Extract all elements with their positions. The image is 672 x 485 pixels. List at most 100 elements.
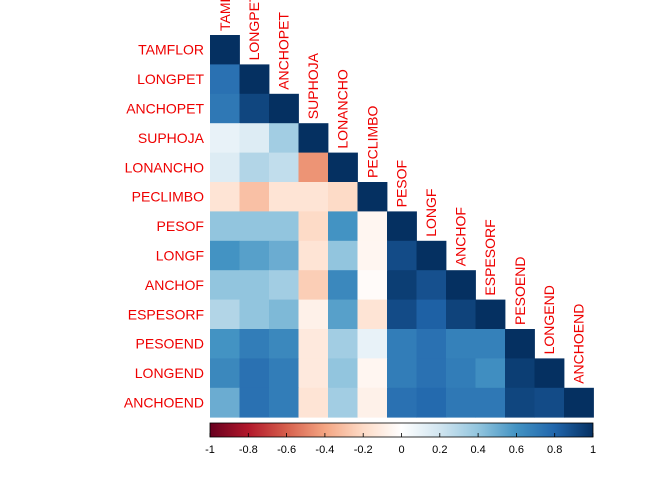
cell-longend-longpet [239,358,270,389]
row-label-pesoend: PESOEND [136,336,204,352]
column-label-espesorf: ESPESORF [482,219,498,295]
cell-suphoja-suphoja [298,123,329,153]
row-label-anchopet: ANCHOPET [126,101,204,117]
cell-peclimbo-suphoja [298,182,329,212]
cell-pesof-anchopet [269,211,299,242]
cell-anchoend-suphoja [298,387,329,418]
row-label-anchoend: ANCHOEND [124,395,204,411]
cell-longpet-tamflor [210,64,240,95]
cell-pesof-suphoja [298,211,329,242]
column-label-anchoend: ANCHOEND [571,304,587,384]
cell-anchoend-lonancho [328,387,358,418]
column-label-longpet: LONGPET [246,0,262,60]
cell-pesoend-pesoend [505,329,535,359]
cell-lonancho-anchopet [269,152,299,183]
cell-pesof-longpet [239,211,270,242]
row-label-pesof: PESOF [157,218,204,234]
cell-lonancho-tamflor [210,152,240,183]
cell-peclimbo-anchopet [269,182,299,212]
cell-pesof-pesof [387,211,417,242]
cell-espesorf-suphoja [298,299,329,330]
cell-longf-longpet [239,240,270,271]
cell-pesoend-suphoja [298,329,329,359]
cell-espesorf-peclimbo [357,299,388,330]
cell-anchoend-peclimbo [357,387,388,418]
cell-anchoend-pesof [387,387,417,418]
cell-espesorf-anchof [446,299,476,330]
cell-pesoend-anchof [446,329,476,359]
cell-tamflor-tamflor [210,35,240,65]
column-label-pesof: PESOF [394,160,410,207]
cell-pesoend-tamflor [210,329,240,359]
cell-suphoja-longpet [239,123,270,153]
cell-longf-longf [416,240,447,271]
cell-pesoend-anchopet [269,329,299,359]
cell-anchof-peclimbo [357,270,388,300]
row-label-tamflor: TAMFLOR [138,42,204,58]
cell-lonancho-lonancho [328,152,358,183]
colorbar-tick-label: 1 [590,444,596,456]
cell-longf-peclimbo [357,240,388,271]
cell-peclimbo-lonancho [328,182,358,212]
column-label-lonancho: LONANCHO [335,69,351,148]
cell-pesoend-peclimbo [357,329,388,359]
cell-pesof-lonancho [328,211,358,242]
cell-longend-peclimbo [357,358,388,389]
cell-espesorf-lonancho [328,299,358,330]
cell-anchoend-tamflor [210,387,240,418]
cell-espesorf-tamflor [210,299,240,330]
cell-espesorf-espesorf [475,299,506,330]
cell-longf-pesof [387,240,417,271]
cell-peclimbo-tamflor [210,182,240,212]
cell-anchof-anchof [446,270,476,300]
cell-anchof-longpet [239,270,270,300]
colorbar-tick-label: 0.4 [470,444,485,456]
cell-anchof-tamflor [210,270,240,300]
cell-peclimbo-peclimbo [357,182,388,212]
row-label-lonancho: LONANCHO [125,159,204,175]
column-label-suphoja: SUPHOJA [305,52,321,119]
column-label-peclimbo: PECLIMBO [364,106,380,178]
column-label-longf: LONGF [423,189,439,237]
cell-anchopet-anchopet [269,93,299,124]
cell-longend-pesof [387,358,417,389]
heatmap-cells [210,35,594,418]
cell-espesorf-anchopet [269,299,299,330]
cell-longend-tamflor [210,358,240,389]
column-labels: TAMFLOR LONGPET ANCHOPET SUPHOJA LONANCHO PEC… [217,0,587,384]
colorbar-tick-label: -1 [205,444,215,456]
row-label-anchof: ANCHOF [145,277,204,293]
row-labels: TAMFLOR LONGPET ANCHOPET SUPHOJA LONANCHO PEC… [124,42,205,411]
colorbar-tick-label: 0.2 [432,444,447,456]
cell-anchof-longf [416,270,447,300]
cell-anchof-pesof [387,270,417,300]
cell-pesof-peclimbo [357,211,388,242]
cell-anchoend-longf [416,387,447,418]
column-label-longend: LONGEND [541,285,557,354]
cell-pesoend-longpet [239,329,270,359]
cell-longf-suphoja [298,240,329,271]
cell-espesorf-longpet [239,299,270,330]
cell-longend-lonancho [328,358,358,389]
row-label-suphoja: SUPHOJA [138,130,205,146]
cell-espesorf-pesof [387,299,417,330]
cell-longend-longend [534,358,565,389]
cell-lonancho-suphoja [298,152,329,183]
cell-longend-espesorf [475,358,506,389]
column-label-anchof: ANCHOF [453,207,469,266]
cell-longf-lonancho [328,240,358,271]
cell-anchoend-anchof [446,387,476,418]
cell-longpet-longpet [239,64,270,95]
cell-anchoend-anchoend [564,387,594,418]
cell-suphoja-anchopet [269,123,299,153]
row-label-peclimbo: PECLIMBO [132,189,204,205]
colorbar-tick-label: -0.4 [315,444,334,456]
cell-longend-pesoend [505,358,535,389]
colorbar-tick-label: 0.8 [547,444,562,456]
cell-suphoja-tamflor [210,123,240,153]
column-label-pesoend: PESOEND [512,257,528,325]
cell-pesof-tamflor [210,211,240,242]
cell-pesoend-pesof [387,329,417,359]
